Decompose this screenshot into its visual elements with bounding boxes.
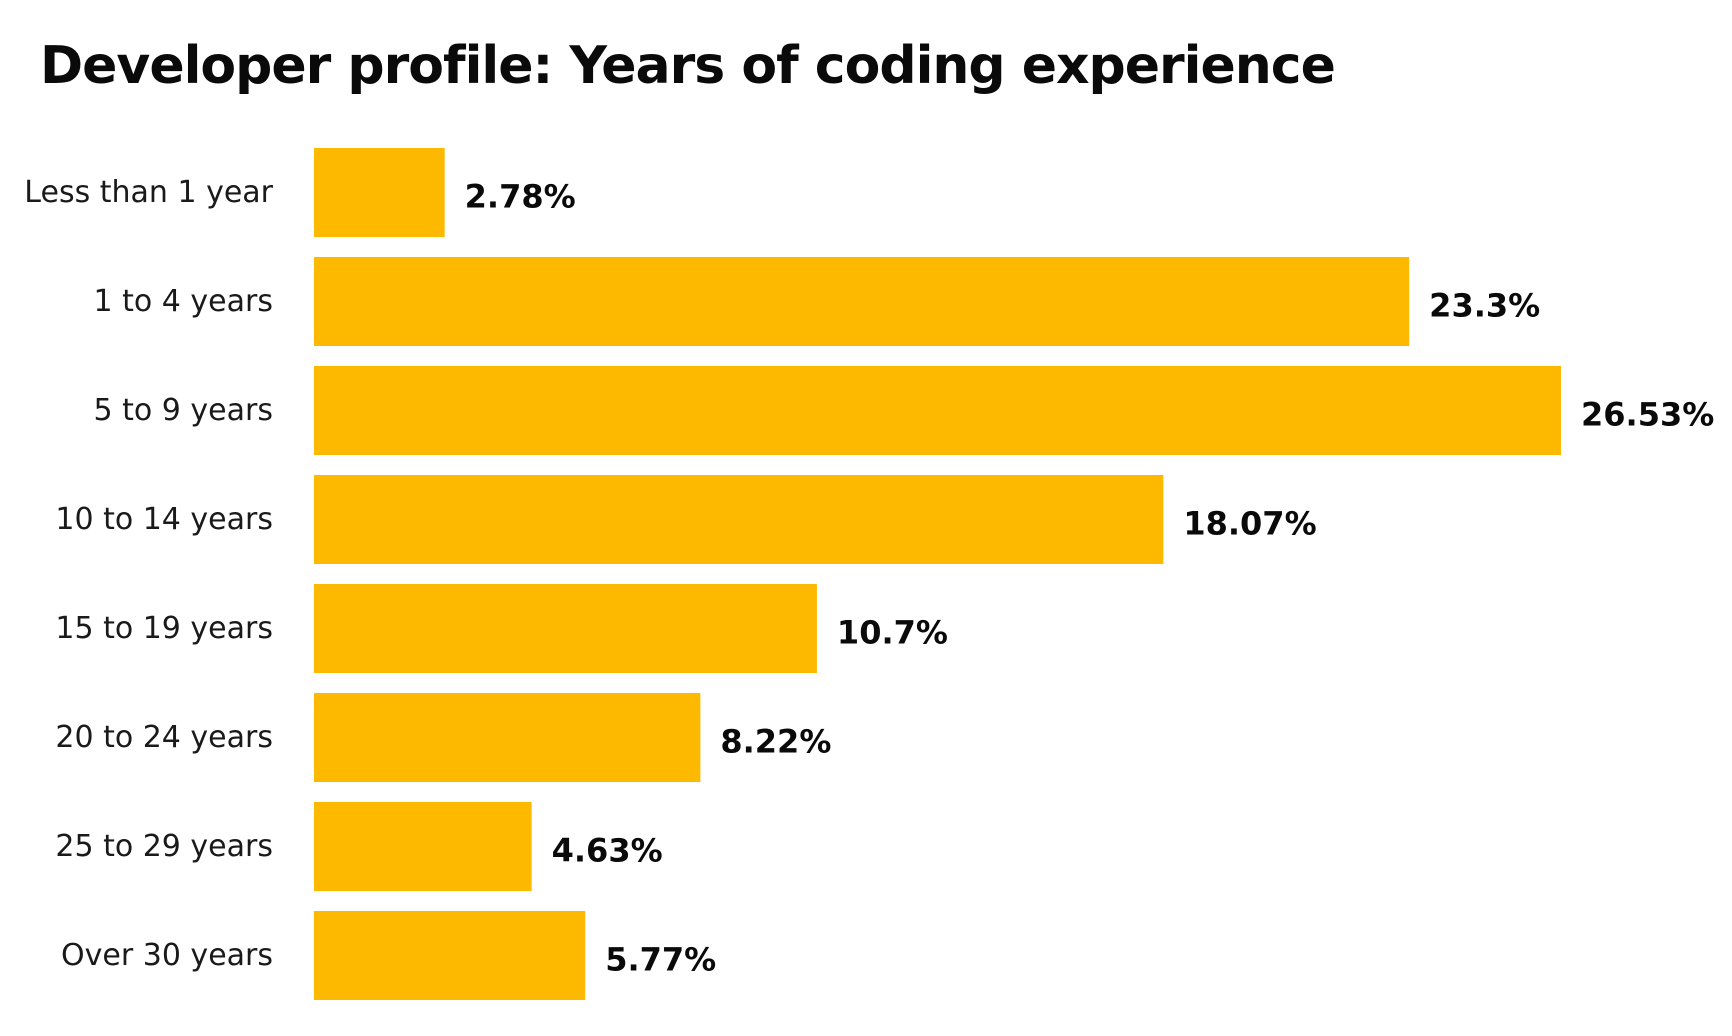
value-label-1: 23.3%	[1429, 287, 1540, 325]
value-label-3: 18.07%	[1183, 505, 1316, 543]
bar-1	[314, 257, 1410, 346]
value-label-0: 2.78%	[465, 178, 576, 216]
bar-6	[314, 802, 532, 891]
bar-4	[314, 584, 817, 673]
value-label-5: 8.22%	[720, 723, 831, 761]
category-label-4: 15 to 19 years	[55, 611, 273, 646]
category-label-1: 1 to 4 years	[94, 284, 273, 319]
bar-0	[314, 148, 445, 237]
bar-3	[314, 475, 1164, 564]
value-label-4: 10.7%	[837, 614, 948, 652]
value-label-6: 4.63%	[552, 832, 663, 870]
chart-title: Developer profile: Years of coding exper…	[40, 36, 1336, 96]
bar-7	[314, 911, 586, 1000]
value-label-7: 5.77%	[605, 941, 716, 979]
category-label-0: Less than 1 year	[24, 175, 273, 210]
category-label-5: 20 to 24 years	[55, 720, 273, 755]
category-label-7: Over 30 years	[61, 938, 273, 973]
bar-2	[314, 366, 1561, 455]
value-label-2: 26.53%	[1581, 396, 1714, 434]
category-label-6: 25 to 29 years	[55, 829, 273, 864]
category-label-3: 10 to 14 years	[55, 502, 273, 537]
category-label-2: 5 to 9 years	[94, 393, 273, 428]
bar-5	[314, 693, 701, 782]
